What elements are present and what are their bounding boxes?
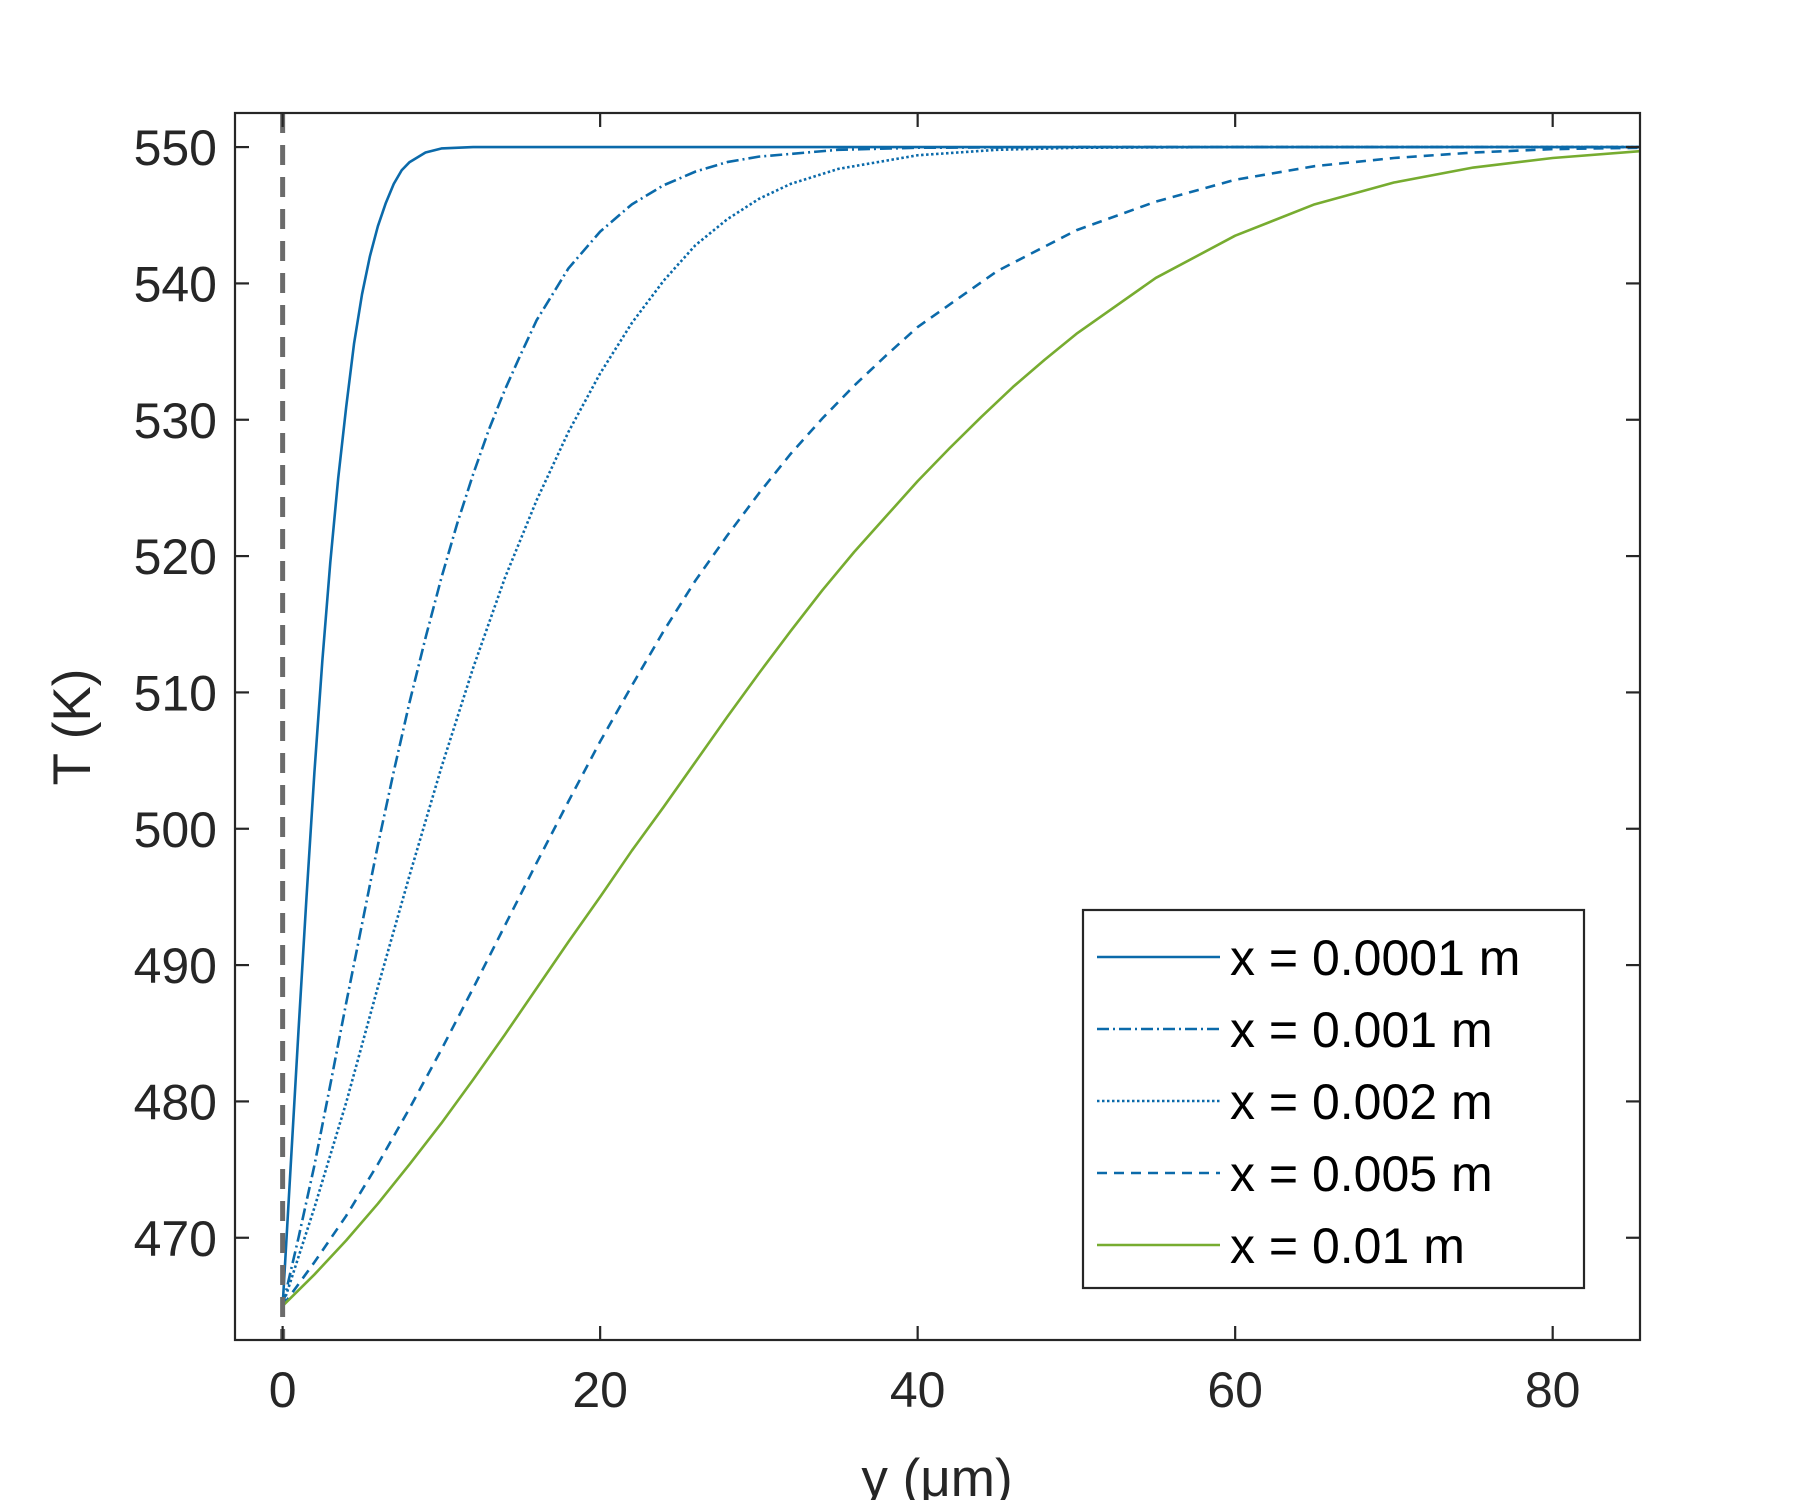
series-lines [281, 145, 1640, 1307]
y-tick-label: 510 [134, 665, 217, 721]
x-tick-label: 80 [1525, 1362, 1581, 1418]
series-line-5 [281, 149, 1640, 1307]
legend-label-3: x = 0.002 m [1230, 1074, 1493, 1130]
series-line-4 [281, 146, 1640, 1307]
y-tick-label: 490 [134, 938, 217, 994]
legend-label-2: x = 0.001 m [1230, 1002, 1493, 1058]
legend: x = 0.0001 m x = 0.001 m x = 0.002 m x = 0.… [1081, 908, 1586, 1290]
y-axis-label: T (K) [43, 669, 102, 786]
y-tick-label: 530 [134, 393, 217, 449]
series-line-2 [281, 145, 1640, 1307]
y-tick-labels: 470 480 490 500 510 520 530 540 550 [134, 120, 217, 1267]
legend-entries: x = 0.0001 m x = 0.001 m x = 0.002 m x = 0.… [1097, 930, 1520, 1274]
legend-label-4: x = 0.005 m [1230, 1146, 1493, 1202]
x-tick-label: 0 [269, 1362, 297, 1418]
y-tick-label: 470 [134, 1211, 217, 1267]
y-tick-label: 550 [134, 120, 217, 176]
x-tick-label: 20 [572, 1362, 628, 1418]
y-tick-label: 520 [134, 529, 217, 585]
x-tick-label: 60 [1207, 1362, 1263, 1418]
axes-box [233, 111, 1642, 1342]
y-tick-label: 480 [134, 1074, 217, 1130]
legend-box [1081, 908, 1586, 1290]
x-tick-labels: 0 20 40 60 80 [269, 1362, 1581, 1418]
x-tick-label: 40 [890, 1362, 946, 1418]
x-axis-label: y (μm) [861, 1449, 1012, 1500]
legend-label-5: x = 0.01 m [1230, 1218, 1465, 1274]
legend-label-1: x = 0.0001 m [1230, 930, 1520, 986]
y-tick-label: 500 [134, 802, 217, 858]
y-tick-label: 540 [134, 256, 217, 312]
series-line-1 [281, 145, 1640, 1306]
axis-ticks [235, 113, 1640, 1340]
